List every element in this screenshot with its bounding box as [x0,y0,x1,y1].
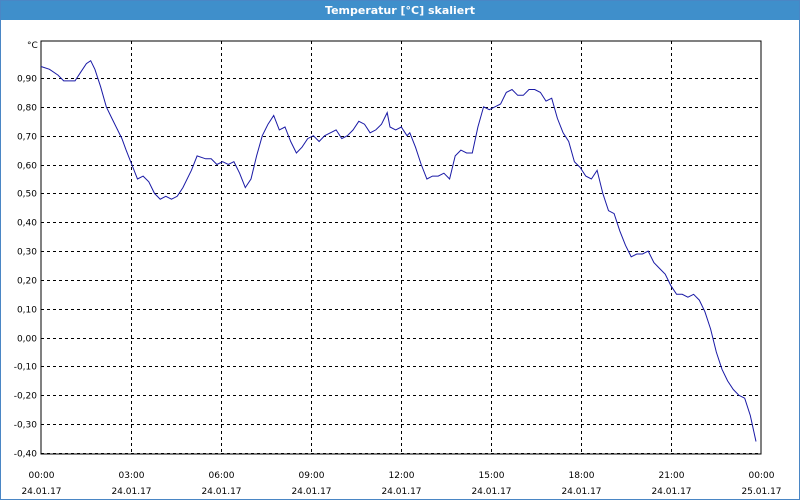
x-tick-time: 09:00 [299,471,325,481]
y-tick-label: -0,40 [14,450,38,460]
y-tick-label: 0,60 [17,162,37,172]
x-tick-time: 12:00 [389,471,415,481]
x-tick-time: 06:00 [209,471,235,481]
x-tick-date: 24.01.17 [21,487,61,497]
x-tick-date: 24.01.17 [651,487,691,497]
x-tick-time: 00:00 [749,471,775,481]
x-tick-time: 03:00 [119,471,145,481]
y-tick-label: 0,70 [17,133,37,143]
temperature-series-line [40,59,757,442]
y-tick-label: 0,40 [17,219,37,229]
x-tick-date: 24.01.17 [111,487,151,497]
x-tick-date: 24.01.17 [471,487,511,497]
y-tick-label: 0,20 [17,277,37,287]
x-tick-time: 15:00 [479,471,505,481]
y-tick-label: -0,20 [14,392,38,402]
x-tick-date: 25.01.17 [741,487,781,497]
y-tick-label: 0,80 [17,104,37,114]
x-tick-time: 21:00 [659,471,685,481]
temperature-chart: 0,90 0,80 0,70 0,60 0,50 0,40 0,30 0,20 0,10 0,00… [14,40,782,497]
x-tick-date: 24.01.17 [381,487,421,497]
x-tick-date: 24.01.17 [561,487,601,497]
y-tick-label: 0,00 [17,335,37,345]
window-title: Temperatur [°C] skaliert [1,1,799,20]
y-tick-label: -0,30 [14,421,38,431]
x-tick-time: 18:00 [569,471,595,481]
y-tick-label: -0,10 [14,363,38,373]
y-axis-label: °C [27,41,38,51]
y-tick-label: 0,30 [17,248,37,258]
y-tick-label: 0,50 [17,190,37,200]
y-tick-label: 0,90 [17,75,37,85]
y-tick-label: 0,10 [17,306,37,316]
x-tick-date: 24.01.17 [291,487,331,497]
x-tick-date: 24.01.17 [201,487,241,497]
x-tick-time: 00:00 [29,471,55,481]
